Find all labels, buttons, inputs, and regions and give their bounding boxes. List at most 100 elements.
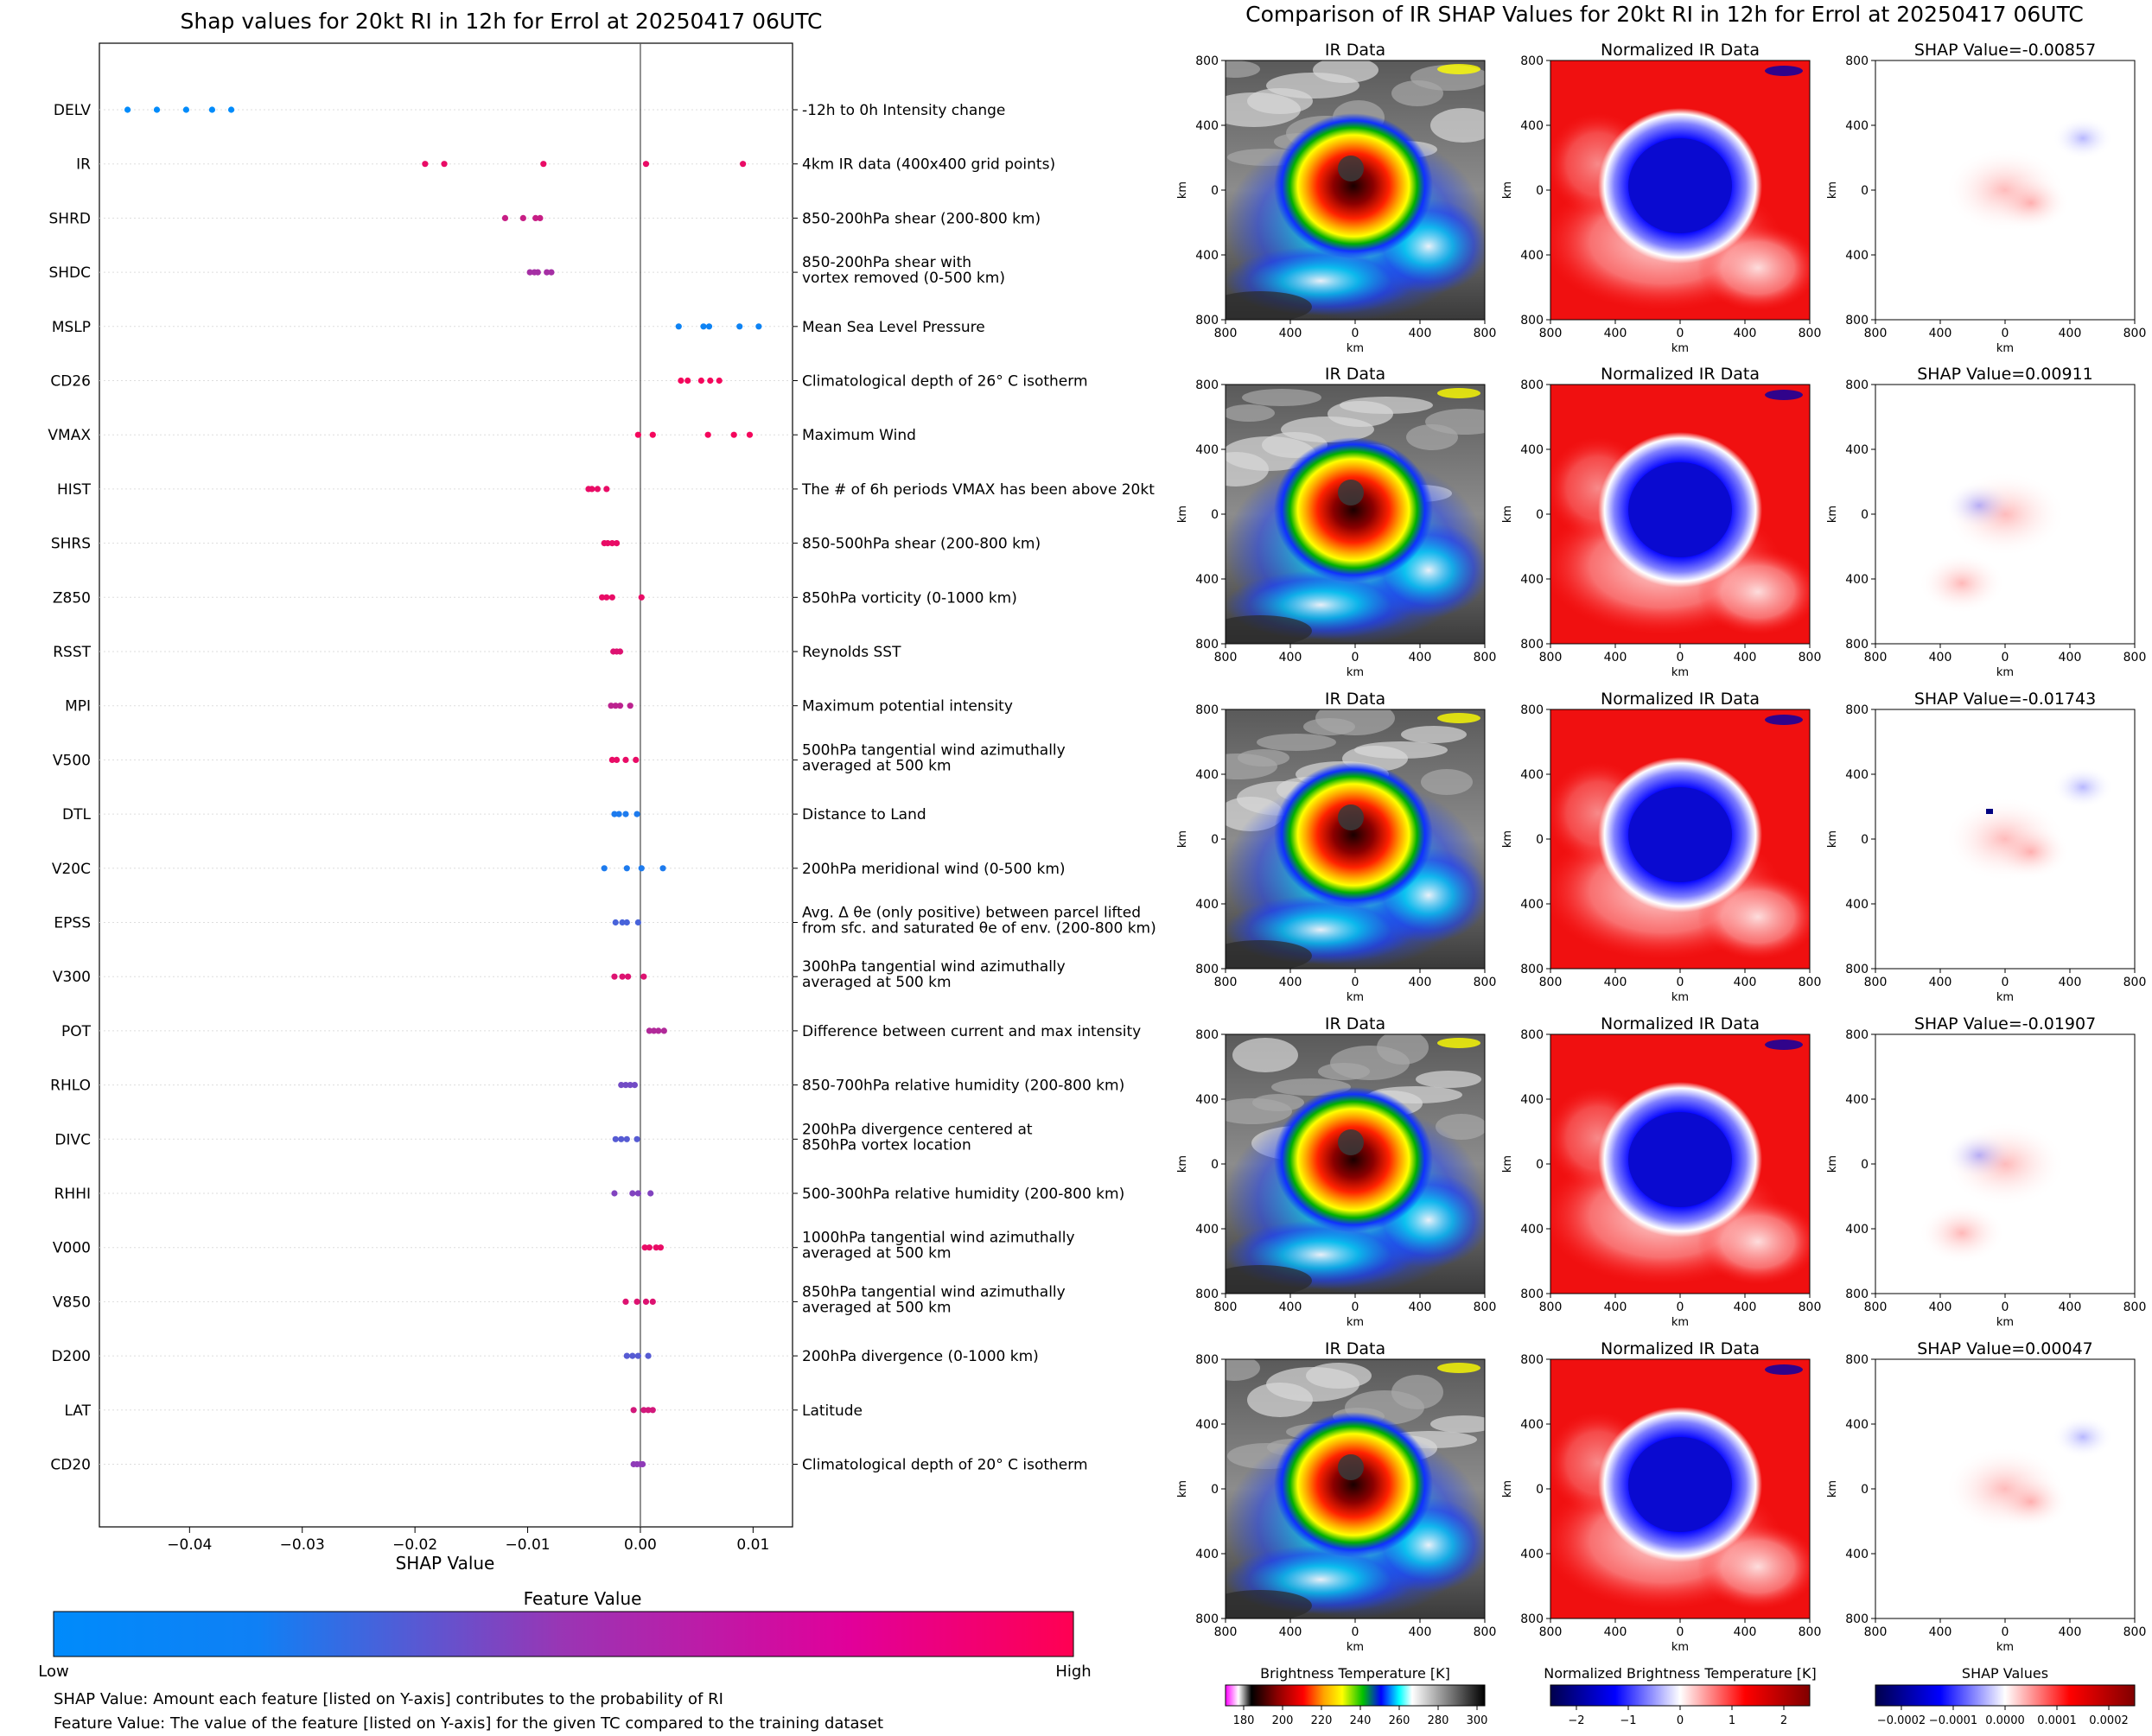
map-y-tick: 0 bbox=[1861, 1158, 1869, 1172]
shap-point-rsst bbox=[616, 648, 624, 655]
shap-point-cd26 bbox=[716, 377, 723, 385]
colorbar-tick-label: 0.0002 bbox=[2089, 1714, 2129, 1727]
shap-point-shrd bbox=[501, 214, 509, 221]
shap-point-lat bbox=[645, 1407, 652, 1414]
map-y-tick: 0 bbox=[1211, 508, 1219, 522]
feature-label-d200: D200 bbox=[51, 1348, 91, 1365]
map-y-label: km bbox=[1826, 506, 1839, 523]
map-x-tick: 800 bbox=[1799, 1625, 1822, 1639]
map-y-label: km bbox=[1176, 1155, 1189, 1173]
shap-point-cd26 bbox=[684, 377, 691, 385]
shap-point-vmax bbox=[649, 431, 656, 438]
map-y-label: km bbox=[1826, 1480, 1839, 1498]
feature-label-v20c: V20C bbox=[52, 861, 91, 878]
colorbar-tick-label: 2 bbox=[1780, 1714, 1787, 1727]
shap-point-shrs bbox=[604, 540, 611, 547]
map-x-tick: 800 bbox=[2123, 976, 2147, 989]
normalized-temp-colorbar-label: Normalized Brightness Temperature [K] bbox=[1544, 1665, 1817, 1682]
shap-point-v20c bbox=[601, 865, 608, 872]
shap-point-hist bbox=[589, 486, 595, 493]
map-y-tick: 800 bbox=[1195, 54, 1219, 68]
map-y-tick: 400 bbox=[1520, 1093, 1544, 1107]
colorbar-tick-label: 200 bbox=[1272, 1714, 1294, 1727]
right-panel-title: Comparison of IR SHAP Values for 20kt RI… bbox=[1245, 2, 2084, 27]
feature-desc-rhlo: 850-700hPa relative humidity (200-800 km… bbox=[802, 1078, 1124, 1095]
shap-point-epss bbox=[612, 919, 619, 926]
left-chart-title: Shap values for 20kt RI in 12h for Errol… bbox=[180, 9, 822, 34]
map-x-label: km bbox=[1996, 991, 2014, 1004]
map-x-tick: 400 bbox=[1929, 327, 1952, 340]
map-x-tick: 0 bbox=[1677, 1300, 1684, 1314]
shap-points bbox=[124, 106, 762, 1468]
feature-label-shrd: SHRD bbox=[49, 210, 91, 227]
shap-point-shdc bbox=[534, 269, 541, 276]
shap-point-cd20 bbox=[639, 1460, 646, 1468]
map-y-tick: 0 bbox=[1861, 508, 1869, 522]
shap-point-v300 bbox=[611, 973, 618, 980]
shap-point-shdc bbox=[526, 269, 533, 276]
shap-map-title: SHAP Value=-0.01907 bbox=[1914, 1014, 2096, 1033]
shap-point-cd26 bbox=[678, 377, 684, 385]
map-ir-row-2: IR Data 800 400 0 400 800 km 800 400 0 400 800 km bbox=[1176, 365, 1496, 679]
shap-point-mslp bbox=[705, 323, 713, 330]
map-y-tick: 800 bbox=[1845, 703, 1869, 717]
shap-point-rhhi bbox=[634, 1190, 641, 1197]
shap-point-ir bbox=[740, 161, 747, 168]
map-x-tick: 400 bbox=[1409, 976, 1432, 989]
map-x-tick: 800 bbox=[2123, 327, 2147, 340]
map-x-tick: 800 bbox=[1214, 651, 1238, 665]
normalized-map-title: Normalized IR Data bbox=[1601, 365, 1760, 384]
map-y-tick: 400 bbox=[1195, 443, 1219, 457]
shap-point-rhhi bbox=[629, 1190, 636, 1197]
map-x-tick: 400 bbox=[1279, 1300, 1302, 1314]
map-x-label: km bbox=[1347, 342, 1364, 355]
map-x-tick: 400 bbox=[1279, 651, 1302, 665]
map-y-tick: 400 bbox=[1195, 1223, 1219, 1237]
feature-label-pot: POT bbox=[61, 1023, 92, 1040]
map-y-tick: 400 bbox=[1195, 573, 1219, 587]
shap-point-shrd bbox=[532, 214, 539, 221]
map-y-tick: 800 bbox=[1195, 703, 1219, 717]
map-y-tick: 0 bbox=[1861, 1483, 1869, 1497]
map-y-tick: 400 bbox=[1520, 119, 1544, 133]
map-y-tick: 400 bbox=[1195, 1093, 1219, 1107]
map-x-label: km bbox=[1347, 1641, 1364, 1654]
map-x-tick: 0 bbox=[1677, 1625, 1684, 1639]
map-y-tick: 800 bbox=[1845, 1288, 1869, 1301]
map-x-tick: 400 bbox=[1734, 1625, 1757, 1639]
map-norm-row-4: Normalized IR Data 800 400 0 400 800 km 800 400 0… bbox=[1501, 1014, 1821, 1329]
x-tick-label: −0.03 bbox=[280, 1536, 325, 1554]
map-y-tick: 400 bbox=[1195, 1548, 1219, 1561]
map-x-tick: 400 bbox=[1604, 651, 1627, 665]
normalized-map-title: Normalized IR Data bbox=[1601, 1014, 1760, 1033]
map-y-tick: 0 bbox=[1861, 833, 1869, 847]
colorbar-tick-label: −0.0002 bbox=[1877, 1714, 1926, 1727]
map-y-tick: 800 bbox=[1195, 963, 1219, 976]
colorbar-tick-label: 300 bbox=[1467, 1714, 1488, 1727]
feature-label-hist: HIST bbox=[57, 481, 92, 499]
map-x-tick: 800 bbox=[1799, 1300, 1822, 1314]
map-x-label: km bbox=[1671, 991, 1689, 1004]
feature-label-ir: IR bbox=[76, 156, 91, 174]
colorbar-tick-label: 0 bbox=[1677, 1714, 1684, 1727]
map-y-tick: 800 bbox=[1845, 54, 1869, 68]
shap-point-v20c bbox=[623, 865, 630, 872]
x-tick-label: −0.01 bbox=[505, 1536, 550, 1554]
shap-point-ir bbox=[642, 161, 650, 168]
map-x-label: km bbox=[1996, 342, 2014, 355]
feature-label-shrs: SHRS bbox=[51, 536, 91, 553]
map-x-tick: 800 bbox=[1539, 327, 1563, 340]
shap-point-d200 bbox=[634, 1352, 641, 1359]
feature-label-rsst: RSST bbox=[53, 644, 91, 661]
map-x-tick: 400 bbox=[1929, 651, 1952, 665]
map-x-tick: 0 bbox=[2002, 327, 2009, 340]
shap-point-mslp bbox=[675, 323, 682, 330]
map-shap-row-2: SHAP Value=0.00911 800 400 0 400 800 km 800 400 0… bbox=[1826, 365, 2146, 679]
map-y-tick: 400 bbox=[1845, 768, 1869, 782]
colorbar-tick-label: 240 bbox=[1350, 1714, 1372, 1727]
ir-map-title: IR Data bbox=[1325, 1014, 1385, 1033]
feature-label-mslp: MSLP bbox=[52, 319, 91, 336]
feature-desc-vmax: Maximum Wind bbox=[802, 427, 916, 444]
map-y-label: km bbox=[1826, 830, 1839, 848]
colorbar-tick-label: 1 bbox=[1729, 1714, 1735, 1727]
